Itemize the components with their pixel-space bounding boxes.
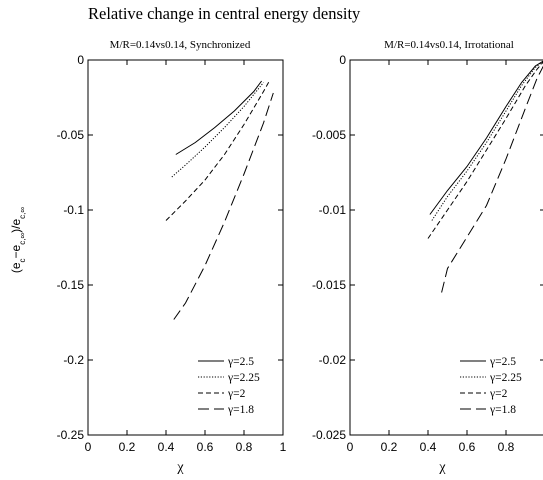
legend-label: γ=1.8: [227, 404, 254, 416]
y-tick-label: 0: [77, 53, 84, 67]
y-tick-label: -0.02: [319, 353, 347, 367]
x-tick-label: 0.4: [158, 440, 175, 454]
y-tick-label: -0.05: [57, 128, 85, 142]
legend-label: γ=2: [489, 388, 508, 400]
series-line: [175, 80, 263, 155]
panel-synchronized: M/R=0.14vs0.14, Synchronized 0 -0.05 -0.1 -0…: [57, 39, 287, 475]
legend-label: γ=2: [227, 388, 246, 400]
series-line: [441, 65, 543, 293]
x-tick-label: 0.8: [236, 440, 253, 454]
x-tick-label: 0.2: [381, 440, 398, 454]
legend-label: γ=2.25: [227, 372, 260, 384]
plot-frame: [87, 59, 284, 436]
x-tick-label: 0.6: [197, 440, 214, 454]
y-tick-label: -0.25: [57, 428, 85, 442]
y-tick-label: -0.2: [63, 353, 84, 367]
y-tick-label: -0.15: [57, 278, 85, 292]
y-tick-label: 0: [339, 53, 346, 67]
chart-title: Relative change in central energy densit…: [88, 4, 361, 23]
x-tick-label: 0.4: [420, 440, 437, 454]
x-tick-label: 0.8: [498, 440, 515, 454]
x-tick-label: 0.6: [459, 440, 476, 454]
panel-irrotational: M/R=0.14vs0.14, Irrotational 0 -0.005 -0.01…: [312, 39, 543, 475]
legend-label: γ=1.8: [489, 404, 516, 416]
panel-title: M/R=0.14vs0.14, Irrotational: [384, 39, 514, 51]
x-tick-label: 0: [347, 440, 354, 454]
y-tick-label: -0.1: [63, 203, 84, 217]
series-line: [427, 61, 543, 239]
y-tick-label: -0.025: [312, 428, 346, 442]
panel-title: M/R=0.14vs0.14, Synchronized: [110, 39, 251, 51]
y-tick-label: -0.01: [319, 203, 347, 217]
y-axis-label: (ec−ec,∞)/ec,∞: [9, 207, 27, 274]
legend-label: γ=2.5: [227, 356, 254, 368]
y-tick-label: -0.015: [312, 278, 346, 292]
series-line: [165, 80, 270, 221]
plot-frame: [349, 59, 543, 436]
x-axis-label: χ: [176, 460, 184, 475]
legend-label: γ=2.5: [489, 356, 516, 368]
series-line: [429, 60, 543, 215]
series-line: [431, 60, 543, 221]
x-tick-label: 0.2: [119, 440, 136, 454]
series-line: [173, 92, 274, 320]
x-tick-label: 1: [280, 440, 287, 454]
x-axis-label: χ: [438, 460, 446, 475]
y-tick-label: -0.005: [312, 128, 346, 142]
series-line: [171, 82, 264, 178]
x-tick-label: 0: [85, 440, 92, 454]
legend-label: γ=2.25: [489, 372, 522, 384]
